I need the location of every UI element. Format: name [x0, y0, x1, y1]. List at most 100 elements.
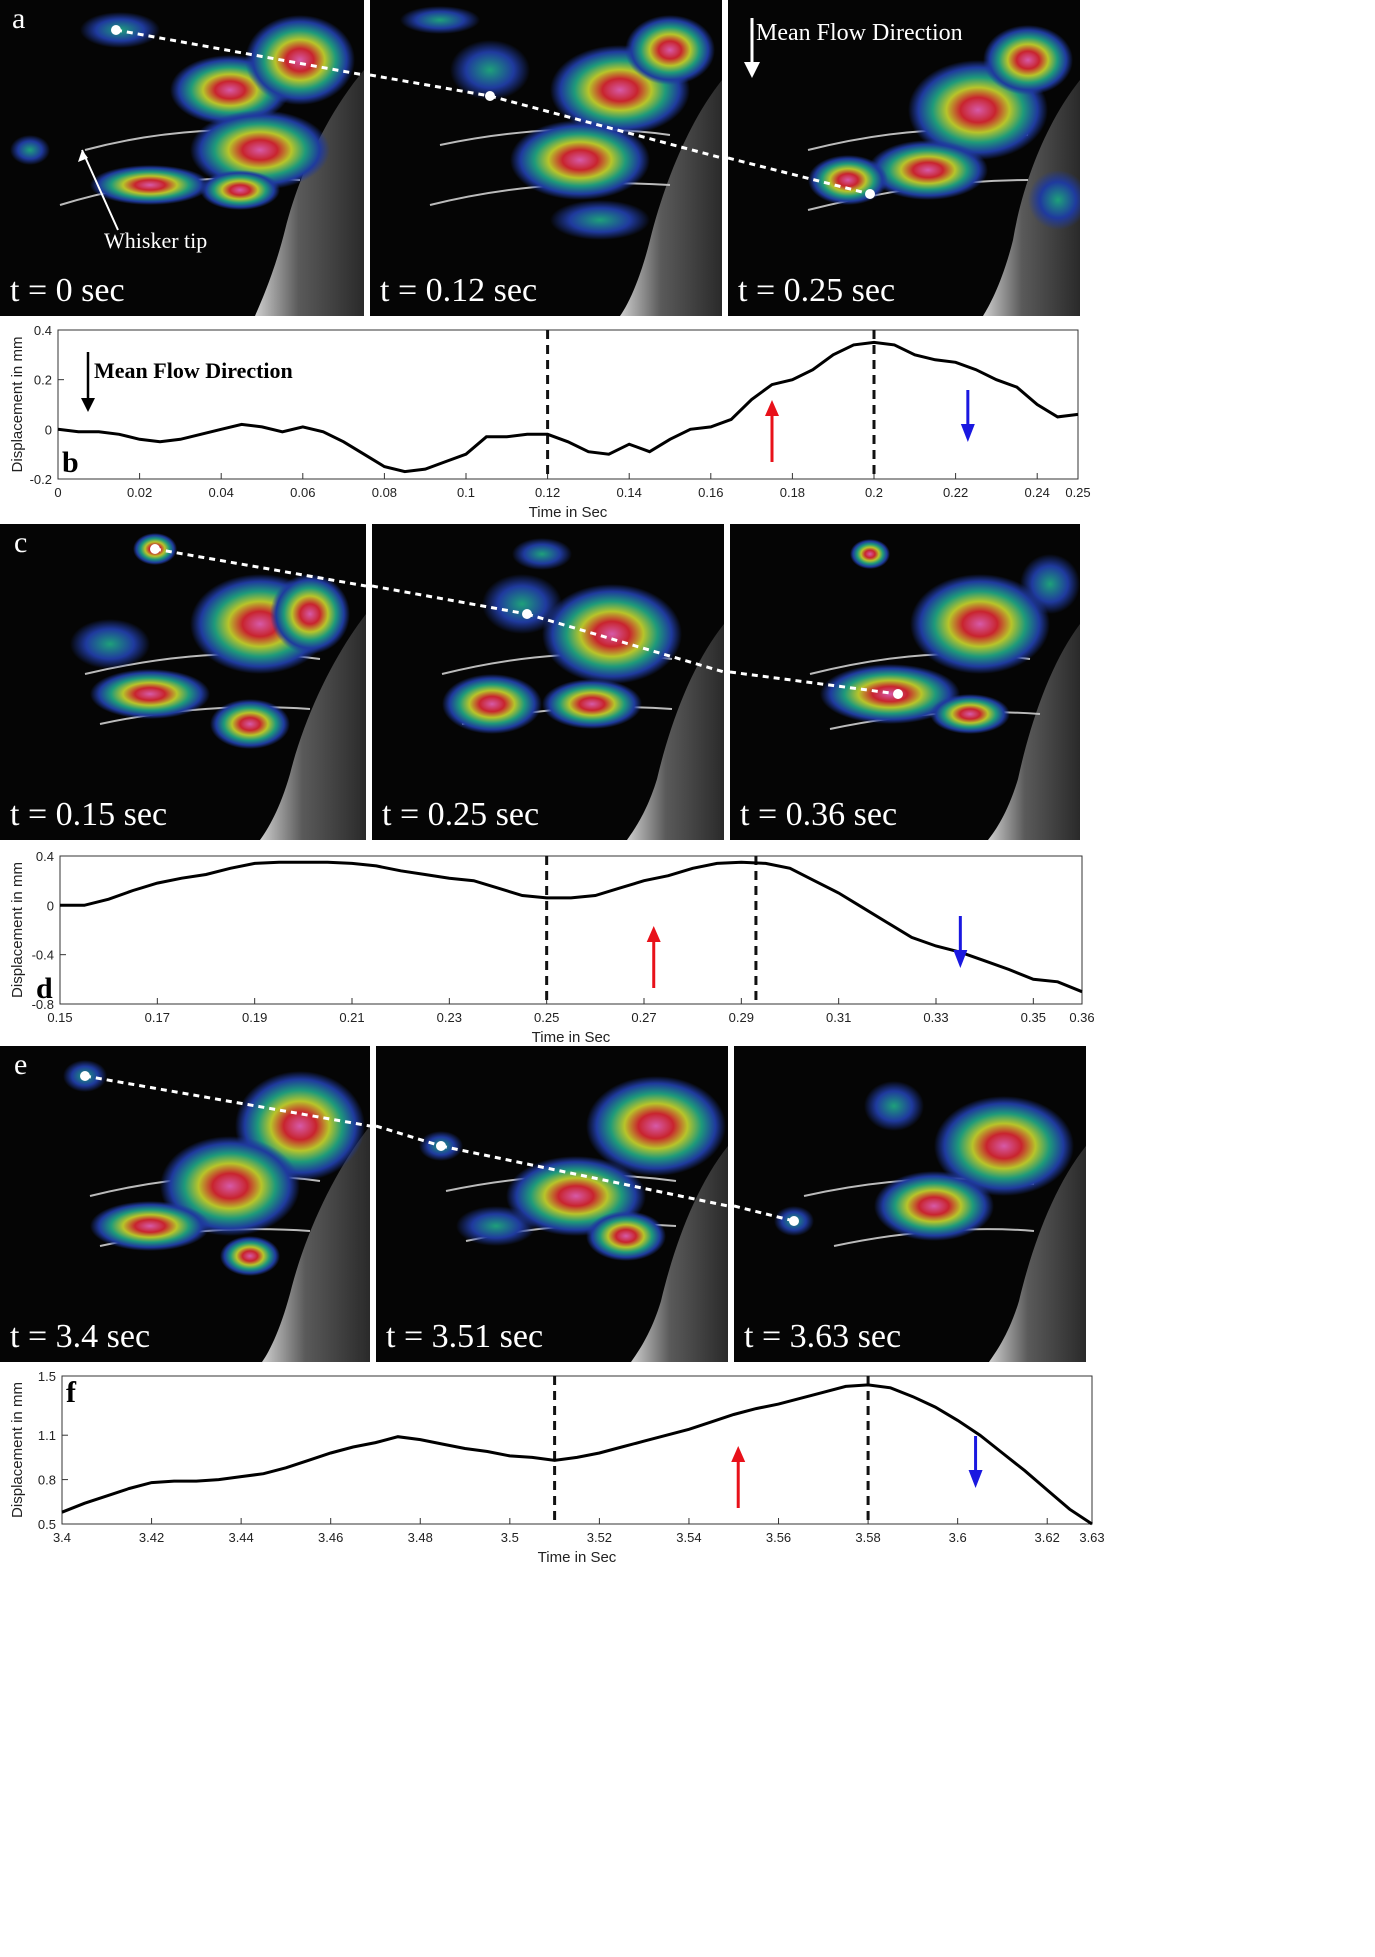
mean-flow-direction-label: Mean Flow Direction: [94, 358, 293, 383]
frame-c2: t = 0.25 sec: [372, 524, 724, 840]
arrow-up-head: [646, 926, 661, 942]
y-axis-label: Displacement in mm: [9, 337, 26, 473]
arrow-down-head: [968, 1470, 983, 1488]
x-tick-label: 0.35: [1021, 1010, 1046, 1025]
panel-letter-c: c: [14, 526, 28, 559]
y-tick-label: 1.1: [38, 1428, 56, 1443]
frame-e1: e t = 3.4 sec: [0, 1046, 370, 1362]
time-label: t = 3.51 sec: [386, 1318, 544, 1355]
time-label: t = 3.63 sec: [744, 1318, 902, 1355]
x-tick-label: 3.52: [587, 1530, 612, 1545]
x-tick-label: 0.17: [145, 1010, 170, 1025]
y-tick-label: 0.2: [34, 373, 52, 388]
y-tick-label: 0: [45, 422, 52, 437]
x-tick-label: 0.21: [339, 1010, 364, 1025]
plot-frame: [57, 329, 1079, 480]
x-tick-label: 3.5: [501, 1530, 519, 1545]
x-tick-label: 0.15: [47, 1010, 72, 1025]
frame-a1: a Whisker tip t = 0 sec: [0, 0, 364, 316]
x-tick-label: 0.27: [631, 1010, 656, 1025]
x-tick-label: 3.58: [855, 1530, 880, 1545]
x-tick-label: 0.06: [290, 485, 315, 500]
arrow-down-head: [960, 424, 975, 442]
y-tick-label: 1.5: [38, 1369, 56, 1384]
displacement-line: [57, 340, 1079, 474]
y-tick-label: -0.8: [32, 997, 54, 1012]
frame-e1-image: [63, 1060, 370, 1362]
x-tick-label: 0.25: [534, 1010, 559, 1025]
time-label: t = 0.12 sec: [380, 272, 538, 309]
x-tick-label: 0.1: [457, 485, 475, 500]
frame-a1-image: [10, 12, 364, 316]
y-axis-label: Displacement in mm: [9, 1382, 26, 1518]
x-tick-label: 3.62: [1035, 1530, 1060, 1545]
y-tick-label: 0.8: [38, 1473, 56, 1488]
flow-arrow-head: [81, 398, 95, 412]
y-axis-label: Displacement in mm: [9, 862, 26, 998]
x-tick-label: 0.31: [826, 1010, 851, 1025]
x-tick-label: 0.22: [943, 485, 968, 500]
y-tick-label: -0.2: [30, 472, 52, 487]
plot-frame: [61, 1375, 1093, 1525]
x-tick-label: 0.14: [617, 485, 642, 500]
time-label: t = 0.36 sec: [740, 796, 898, 833]
panel-letter-f: f: [66, 1376, 77, 1409]
frame-e2: t = 3.51 sec: [376, 1046, 728, 1362]
frame-a3-image: [728, 18, 1080, 316]
x-tick-label: 3.56: [766, 1530, 791, 1545]
frame-a2-image: [370, 6, 722, 316]
x-tick-label: 0.18: [780, 485, 805, 500]
panel-letter-a: a: [12, 2, 26, 35]
x-tick-label: 0.23: [437, 1010, 462, 1025]
frame-e2-image: [376, 1076, 728, 1362]
x-tick-label: 0.04: [209, 485, 234, 500]
x-tick-label: 0: [54, 485, 61, 500]
plot-frame: [59, 855, 1083, 1005]
x-tick-label: 3.4: [53, 1530, 71, 1545]
displacement-line: [60, 860, 1083, 994]
x-tick-label: 0.19: [242, 1010, 267, 1025]
x-tick-label: 3.6: [949, 1530, 967, 1545]
arrow-up-head: [765, 400, 779, 416]
x-axis-label: Time in Sec: [538, 1549, 617, 1566]
x-tick-label: 0.25: [1065, 485, 1090, 500]
frame-c1-image: [70, 533, 366, 840]
x-tick-label: 0.08: [372, 485, 397, 500]
x-tick-label: 0.29: [729, 1010, 754, 1025]
panel-letter-b: b: [62, 446, 79, 479]
arrow-down-head: [953, 950, 968, 968]
panel-letter-e: e: [14, 1048, 28, 1081]
x-tick-label: 3.46: [318, 1530, 343, 1545]
frame-a2: t = 0.12 sec: [370, 0, 722, 316]
x-tick-label: 3.54: [676, 1530, 701, 1545]
x-tick-label: 3.44: [228, 1530, 253, 1545]
x-tick-label: 3.48: [408, 1530, 433, 1545]
x-tick-label: 0.36: [1069, 1010, 1094, 1025]
time-label: t = 0.25 sec: [738, 272, 896, 309]
frame-c3: t = 0.36 sec: [730, 524, 1080, 840]
x-tick-label: 0.16: [698, 485, 723, 500]
frame-e3-image: [734, 1081, 1086, 1362]
x-tick-label: 0.12: [535, 485, 560, 500]
frame-a3: Mean Flow Direction t = 0.25 sec: [728, 0, 1080, 316]
time-label: t = 0.15 sec: [10, 796, 168, 833]
frame-c1: c t = 0.15 sec: [0, 524, 366, 840]
frame-e3: t = 3.63 sec: [734, 1046, 1086, 1362]
displacement-line: [61, 1383, 1093, 1526]
x-tick-label: 0.24: [1025, 485, 1050, 500]
time-label: t = 0 sec: [10, 272, 125, 309]
x-tick-label: 3.63: [1079, 1530, 1104, 1545]
x-tick-label: 0.33: [923, 1010, 948, 1025]
frame-c3-image: [730, 539, 1080, 840]
panel-letter-d: d: [36, 972, 53, 1005]
y-tick-label: 0.4: [36, 849, 54, 864]
x-tick-label: 3.42: [139, 1530, 164, 1545]
frame-c2-image: [372, 538, 724, 840]
y-tick-label: -0.4: [32, 948, 54, 963]
time-label: t = 0.25 sec: [382, 796, 540, 833]
